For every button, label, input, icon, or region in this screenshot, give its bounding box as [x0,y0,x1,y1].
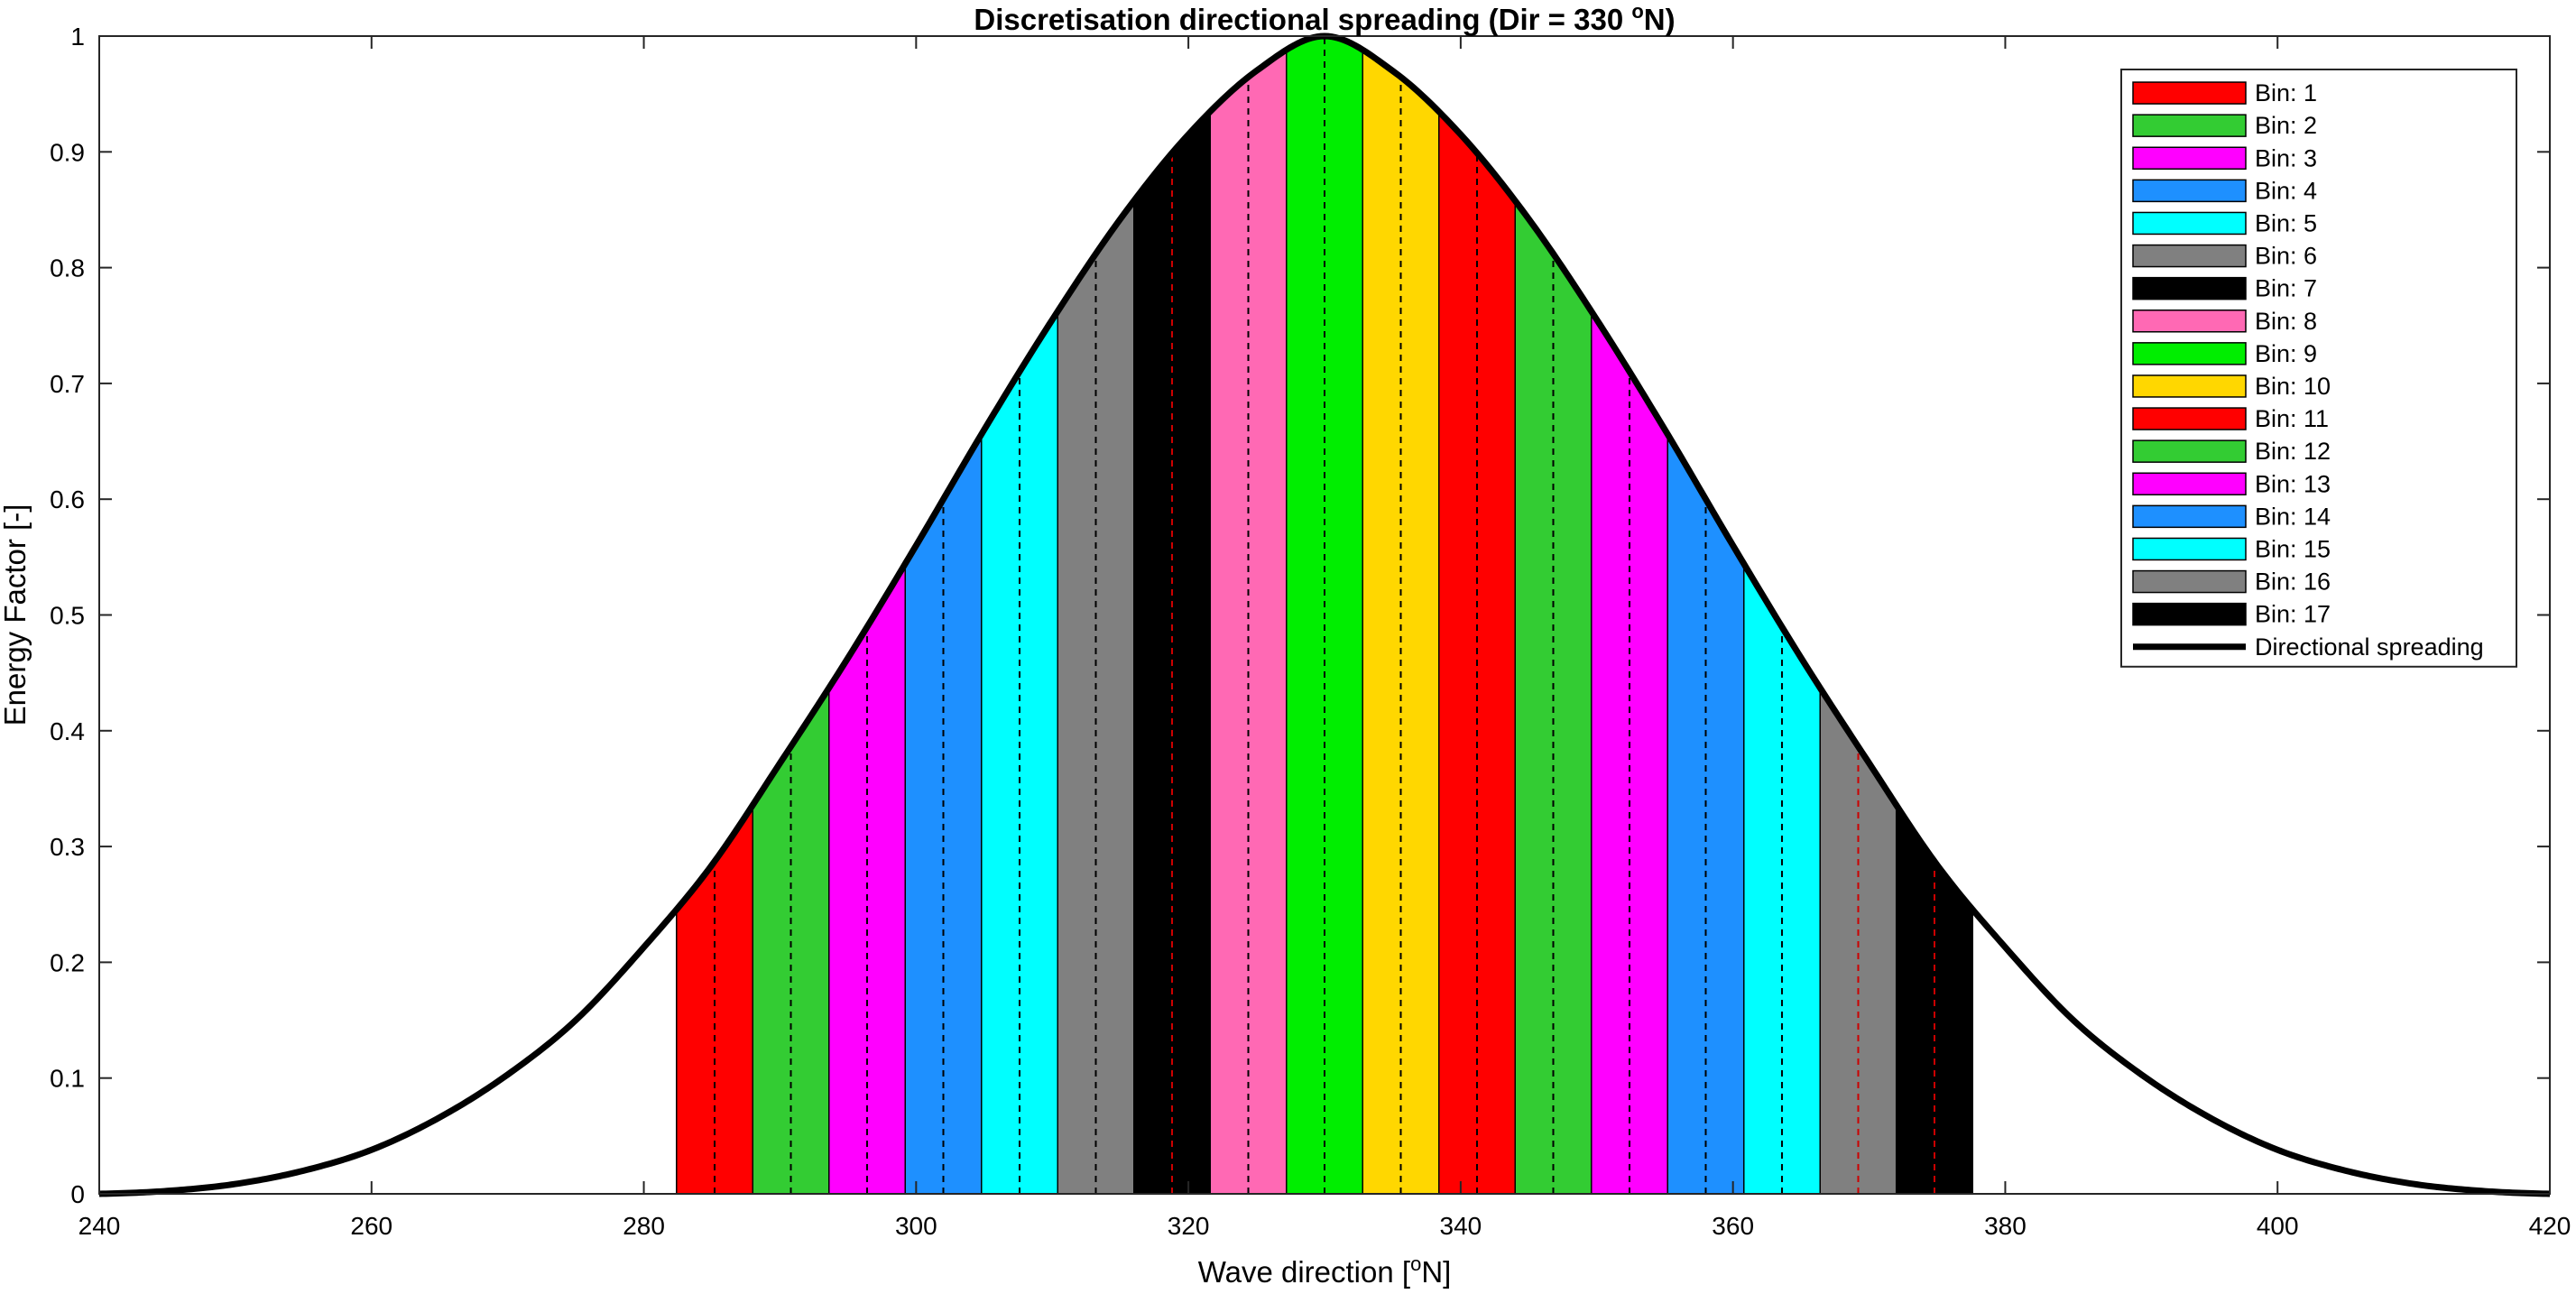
legend-swatch [2132,504,2247,529]
legend-swatch [2132,81,2247,105]
legend-swatch [2132,374,2247,398]
legend-swatch [2132,114,2247,137]
legend-item: Bin: 16 [2132,568,2331,596]
x-tick-label: 320 [1168,1212,1210,1240]
legend-item: Bin: 6 [2132,243,2317,270]
legend-label: Bin: 17 [2255,601,2331,628]
x-tick-label: 240 [78,1212,121,1240]
legend-swatch [2132,310,2247,333]
y-tick-label: 0.1 [50,1065,85,1093]
legend-label: Bin: 16 [2255,568,2331,596]
ticks-layer: 240 260 280 300 320 340 360 380 400 420 0 0.1 0.2 0.3… [50,23,2571,1240]
y-tick-label: 0.9 [50,138,85,166]
legend-item: Bin: 5 [2132,209,2317,236]
legend-item: Bin: 15 [2132,535,2331,562]
legend-swatch [2132,179,2247,203]
legend: Bin: 1 Bin: 2 Bin: 3 Bin: 4 Bin: 5 Bin: 6 Bin:… [2120,69,2517,668]
legend-label: Bin: 14 [2255,503,2331,530]
legend-item: Bin: 7 [2132,275,2317,302]
legend-label: Bin: 7 [2255,275,2317,302]
legend-label-curve: Directional spreading [2255,633,2484,661]
legend-item: Bin: 12 [2132,438,2331,465]
x-axis-label-end: N] [1421,1255,1451,1289]
chart-title-end: N) [1644,3,1676,36]
y-tick-label: 0.2 [50,948,85,976]
legend-label: Bin: 9 [2255,340,2317,367]
x-tick-label: 340 [1440,1212,1482,1240]
y-tick-label: 0.3 [50,833,85,861]
y-tick-label: 0.5 [50,602,85,630]
legend-item: Bin: 4 [2132,177,2317,204]
legend-label: Bin: 5 [2255,209,2317,236]
legend-label: Bin: 13 [2255,470,2331,497]
legend-label: Bin: 4 [2255,177,2317,204]
legend-swatch [2132,342,2247,365]
x-tick-label: 260 [350,1212,392,1240]
legend-label: Bin: 2 [2255,112,2317,139]
x-tick-label: 380 [1984,1212,2027,1240]
legend-item: Bin: 2 [2132,112,2317,139]
legend-swatch [2132,407,2247,430]
legend-item-curve: Directional spreading [2133,633,2484,661]
legend-item: Bin: 17 [2132,601,2331,628]
chart-title: Discretisation directional spreading (Di… [974,0,1675,36]
y-tick-label: 0.7 [50,370,85,398]
legend-swatch [2132,211,2247,236]
legend-swatch [2132,602,2247,626]
legend-swatch [2132,276,2247,300]
legend-swatch [2132,439,2247,463]
x-tick-label: 400 [2257,1212,2299,1240]
legend-item: Bin: 1 [2132,79,2317,106]
bin-10-area [1362,48,1440,1195]
y-tick-label: 0.4 [50,717,85,745]
x-axis-label-main: Wave direction [ [1198,1255,1410,1289]
x-axis-label: Wave direction [oN] [1198,1252,1452,1289]
legend-swatch [2132,569,2247,594]
x-axis-label-degree: o [1410,1252,1421,1275]
legend-swatch [2132,244,2247,268]
legend-label: Bin: 3 [2255,144,2317,171]
legend-item: Bin: 8 [2132,308,2317,335]
legend-label: Bin: 11 [2255,405,2329,432]
legend-item: Bin: 9 [2132,340,2317,367]
chart-title-main: Discretisation directional spreading (Di… [974,3,1631,36]
x-tick-label: 360 [1712,1212,1754,1240]
legend-label: Bin: 10 [2255,373,2331,400]
y-tick-label: 0.8 [50,254,85,282]
legend-item: Bin: 14 [2132,503,2331,530]
legend-item: Bin: 13 [2132,470,2331,497]
legend-label: Bin: 1 [2255,79,2317,106]
legend-label: Bin: 15 [2255,535,2331,562]
legend-label: Bin: 6 [2255,243,2317,270]
y-tick-label: 0.6 [50,485,85,513]
legend-swatch [2132,472,2247,495]
center-lines-layer [714,36,1935,1194]
legend-item: Bin: 10 [2132,373,2331,400]
chart-title-degree: o [1631,0,1643,23]
y-tick-label: 0 [70,1180,85,1208]
x-tick-label: 280 [623,1212,665,1240]
legend-item: Bin: 3 [2132,144,2317,171]
y-axis-label: Energy Factor [-] [0,504,32,726]
legend-label: Bin: 12 [2255,438,2331,465]
legend-swatch [2132,146,2247,170]
y-tick-label: 1 [70,23,85,51]
x-tick-label: 420 [2529,1212,2571,1240]
legend-swatch [2132,537,2247,561]
bin-8-area [1209,48,1288,1195]
legend-item: Bin: 11 [2132,405,2329,432]
legend-label: Bin: 8 [2255,308,2317,335]
x-tick-label: 300 [895,1212,937,1240]
